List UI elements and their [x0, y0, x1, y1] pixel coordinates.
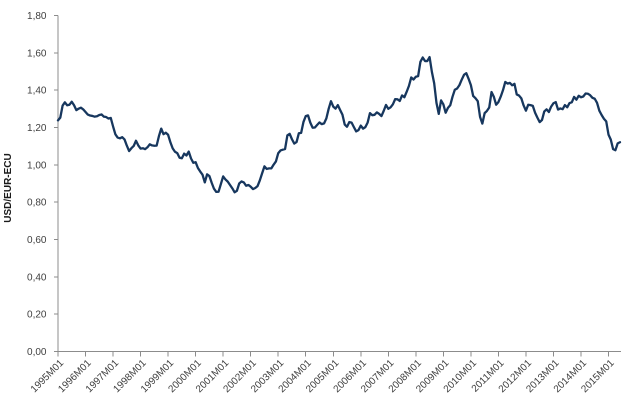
y-tick-label: 0,20 — [27, 310, 47, 321]
x-axis-tick-labels: 1995M011996M011997M011998M011999M012000M… — [29, 358, 617, 396]
y-tick-label: 0,00 — [27, 347, 47, 358]
y-axis-ticks — [54, 15, 58, 352]
y-tick-label: 1,80 — [27, 11, 47, 22]
y-axis-title: USD/EUR-ECU — [3, 153, 14, 222]
axes — [57, 15, 621, 352]
y-tick-label: 1,60 — [27, 48, 47, 59]
y-axis-tick-labels: 0,00 0,20 0,40 0,60 0,80 1,00 1,20 1,40 1,60 1,80 — [27, 11, 47, 358]
y-tick-label: 1,20 — [27, 123, 47, 134]
y-tick-label: 0,80 — [27, 198, 47, 209]
data-series — [56, 55, 622, 194]
y-tick-label: 1,00 — [27, 160, 47, 171]
usd-eur-series-line — [56, 55, 622, 194]
y-tick-label: 0,60 — [27, 235, 47, 246]
x-axis-ticks — [57, 351, 609, 357]
y-tick-label: 1,40 — [27, 86, 47, 97]
y-tick-label: 0,40 — [27, 272, 47, 283]
